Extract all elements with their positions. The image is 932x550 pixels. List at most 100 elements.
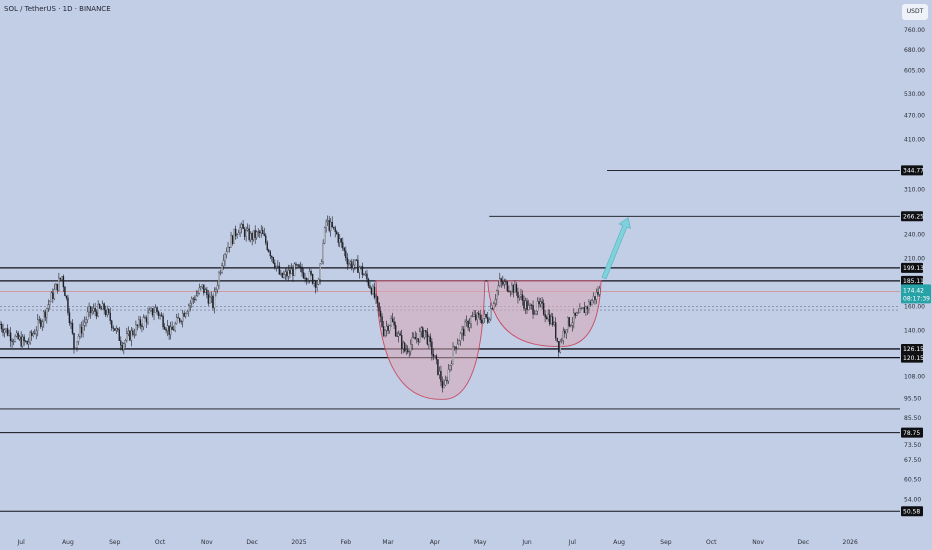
candle-body [408,351,410,353]
candle-body [592,296,595,301]
candle-body [487,316,489,323]
candle-body [130,330,133,341]
candle-body [11,340,13,342]
candle-body [198,287,201,294]
candle-body [579,308,581,313]
candle-body [545,316,548,320]
candle-body [462,329,465,336]
projection-arrow[interactable] [601,217,631,280]
candle-body [290,268,293,274]
y-tick-label: 140.00 [904,327,925,334]
candle-body [266,242,268,250]
candle-body [166,325,169,331]
candle-body [358,267,361,273]
candle-body [100,307,102,310]
candle-body [349,261,352,265]
candle-body [27,341,30,345]
candle-body [342,242,344,249]
candle-body [544,314,546,318]
x-tick-label: Feb [340,539,351,546]
candle-body [120,340,122,346]
candle-body [345,250,347,259]
candle-body [372,286,374,294]
x-tick-label: Jul [17,539,26,546]
candle-body [186,311,188,314]
candle-body [387,326,389,331]
x-tick-label: 2025 [291,539,306,546]
candle-body [185,313,187,317]
y-tick-label: 85.50 [904,415,921,422]
candle-body [46,308,48,318]
candle-body [44,311,47,318]
candle-body [56,283,59,291]
candle-body [168,325,170,335]
candle-body [191,298,193,304]
candle-body [503,281,506,285]
candle-body [126,333,128,341]
candle-body [112,327,114,329]
candle-body [114,328,116,331]
y-tick-label: 160.00 [904,304,925,311]
x-tick-label: Sep [109,539,121,546]
y-tick-label: 210.00 [904,255,925,262]
candle-body [65,295,68,299]
y-tick-label: 410.00 [904,137,925,144]
candle-body [573,312,575,323]
pattern-layer [375,217,631,400]
candle-body [221,265,223,273]
candle-body [547,314,549,320]
candle-body [357,259,359,273]
candle-body [222,260,225,266]
candle-body [310,271,312,275]
candle-body [403,342,406,352]
candle-body [148,310,151,314]
currency-button[interactable]: USDT [902,4,928,20]
candle-body [440,371,442,382]
candle-body [580,308,583,310]
candle-body [553,322,555,325]
candle-body [121,344,124,350]
candle-body [59,277,62,280]
candle-body [585,306,587,313]
candle-body [233,228,235,244]
y-tick-label: 108.00 [904,374,925,381]
candle-body [281,272,284,278]
candle-body [83,322,86,326]
candle-body [490,308,492,320]
candle-body [400,335,403,349]
candle-body [249,233,252,240]
candle-body [245,230,247,237]
candle-body [594,296,596,300]
candle-body [355,259,358,261]
candle-body [322,243,324,263]
candle-body [307,280,309,281]
candle-body [216,285,219,290]
candle-body [320,261,323,264]
candle-body [240,224,243,228]
candle-body [582,307,584,309]
candle-body [151,308,154,316]
candle-body [52,292,54,299]
axis-layer: 760.00 680.00 605.00 530.00 470.00 410.00 310.… [17,27,931,546]
candle-body [576,312,578,316]
candle-body [449,365,451,370]
candle-body [225,251,228,255]
candle-body [441,381,444,388]
candle-body [366,273,368,280]
candle-body [532,305,534,315]
last-price-tag [901,284,931,304]
candle-body [567,317,569,330]
candle-body [150,308,152,311]
candle-body [413,337,415,338]
pattern-handle[interactable] [487,280,602,347]
candle-body [139,319,142,326]
candle-body [169,326,172,335]
candle-body [548,314,551,325]
candle-body [464,321,466,336]
candle-body [453,346,456,348]
candle-body [296,264,299,266]
candle-body [21,336,24,347]
candle-body [422,327,424,338]
candle-body [461,329,463,334]
